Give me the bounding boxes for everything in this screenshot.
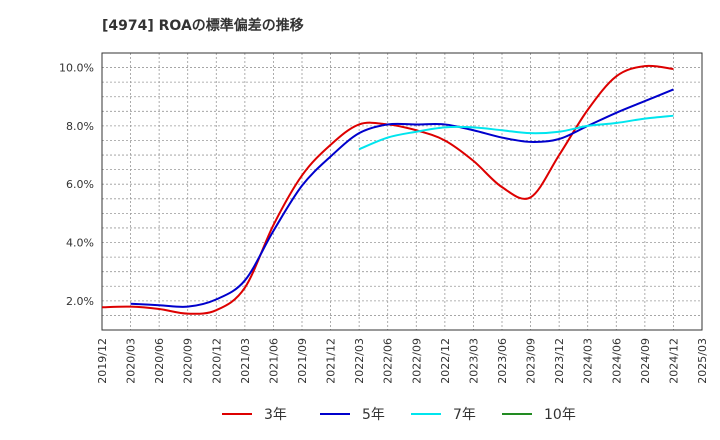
x-tick-label: 2023/09 — [525, 338, 538, 384]
x-tick-label: 2023/12 — [553, 338, 566, 384]
plot-border — [101, 52, 703, 331]
x-tick-label: 2022/06 — [382, 338, 395, 384]
y-tick-label: 8.0% — [66, 120, 94, 133]
x-tick-label: 2025/03 — [696, 338, 709, 384]
x-tick-label: 2020/12 — [210, 338, 223, 384]
x-tick-label: 2024/03 — [582, 338, 595, 384]
legend-label: 10年 — [544, 407, 576, 423]
y-tick-label: 6.0% — [66, 178, 94, 191]
y-tick-label: 10.0% — [59, 62, 94, 75]
plot-area: 2.0% 4.0% 6.0% 8.0% 10.0% 2019/12 2020/03 2020/… — [59, 52, 709, 384]
x-tick-label: 2019/12 — [96, 338, 109, 384]
chart-title: [4974] ROAの標準偏差の推移 — [102, 17, 304, 34]
series-line — [358, 114, 674, 151]
x-tick-label: 2020/03 — [125, 338, 138, 384]
x-tick-label: 2022/03 — [353, 338, 366, 384]
x-tick-label: 2023/06 — [496, 338, 509, 384]
x-tick-label: 2020/06 — [153, 338, 166, 384]
x-tick-label: 2021/09 — [296, 338, 309, 384]
x-tick-label: 2022/12 — [439, 338, 452, 384]
legend-label: 3年 — [264, 407, 287, 423]
legend: 3年 5年 7年 10年 — [222, 407, 576, 423]
x-tick-label: 2020/09 — [182, 338, 195, 384]
legend-label: 7年 — [453, 407, 476, 423]
x-tick-label: 2024/06 — [610, 338, 623, 384]
legend-label: 5年 — [362, 407, 385, 423]
x-tick-label: 2022/09 — [410, 338, 423, 384]
x-tick-label: 2024/12 — [667, 338, 680, 384]
x-tick-label: 2021/03 — [239, 338, 252, 384]
y-tick-label: 2.0% — [66, 295, 94, 308]
x-tick-label: 2023/03 — [467, 338, 480, 384]
plot-background — [102, 53, 702, 330]
x-tick-label: 2024/09 — [639, 338, 652, 384]
y-tick-label: 4.0% — [66, 237, 94, 250]
x-tick-label: 2021/06 — [267, 338, 280, 384]
x-tick-label: 2021/12 — [325, 338, 338, 384]
